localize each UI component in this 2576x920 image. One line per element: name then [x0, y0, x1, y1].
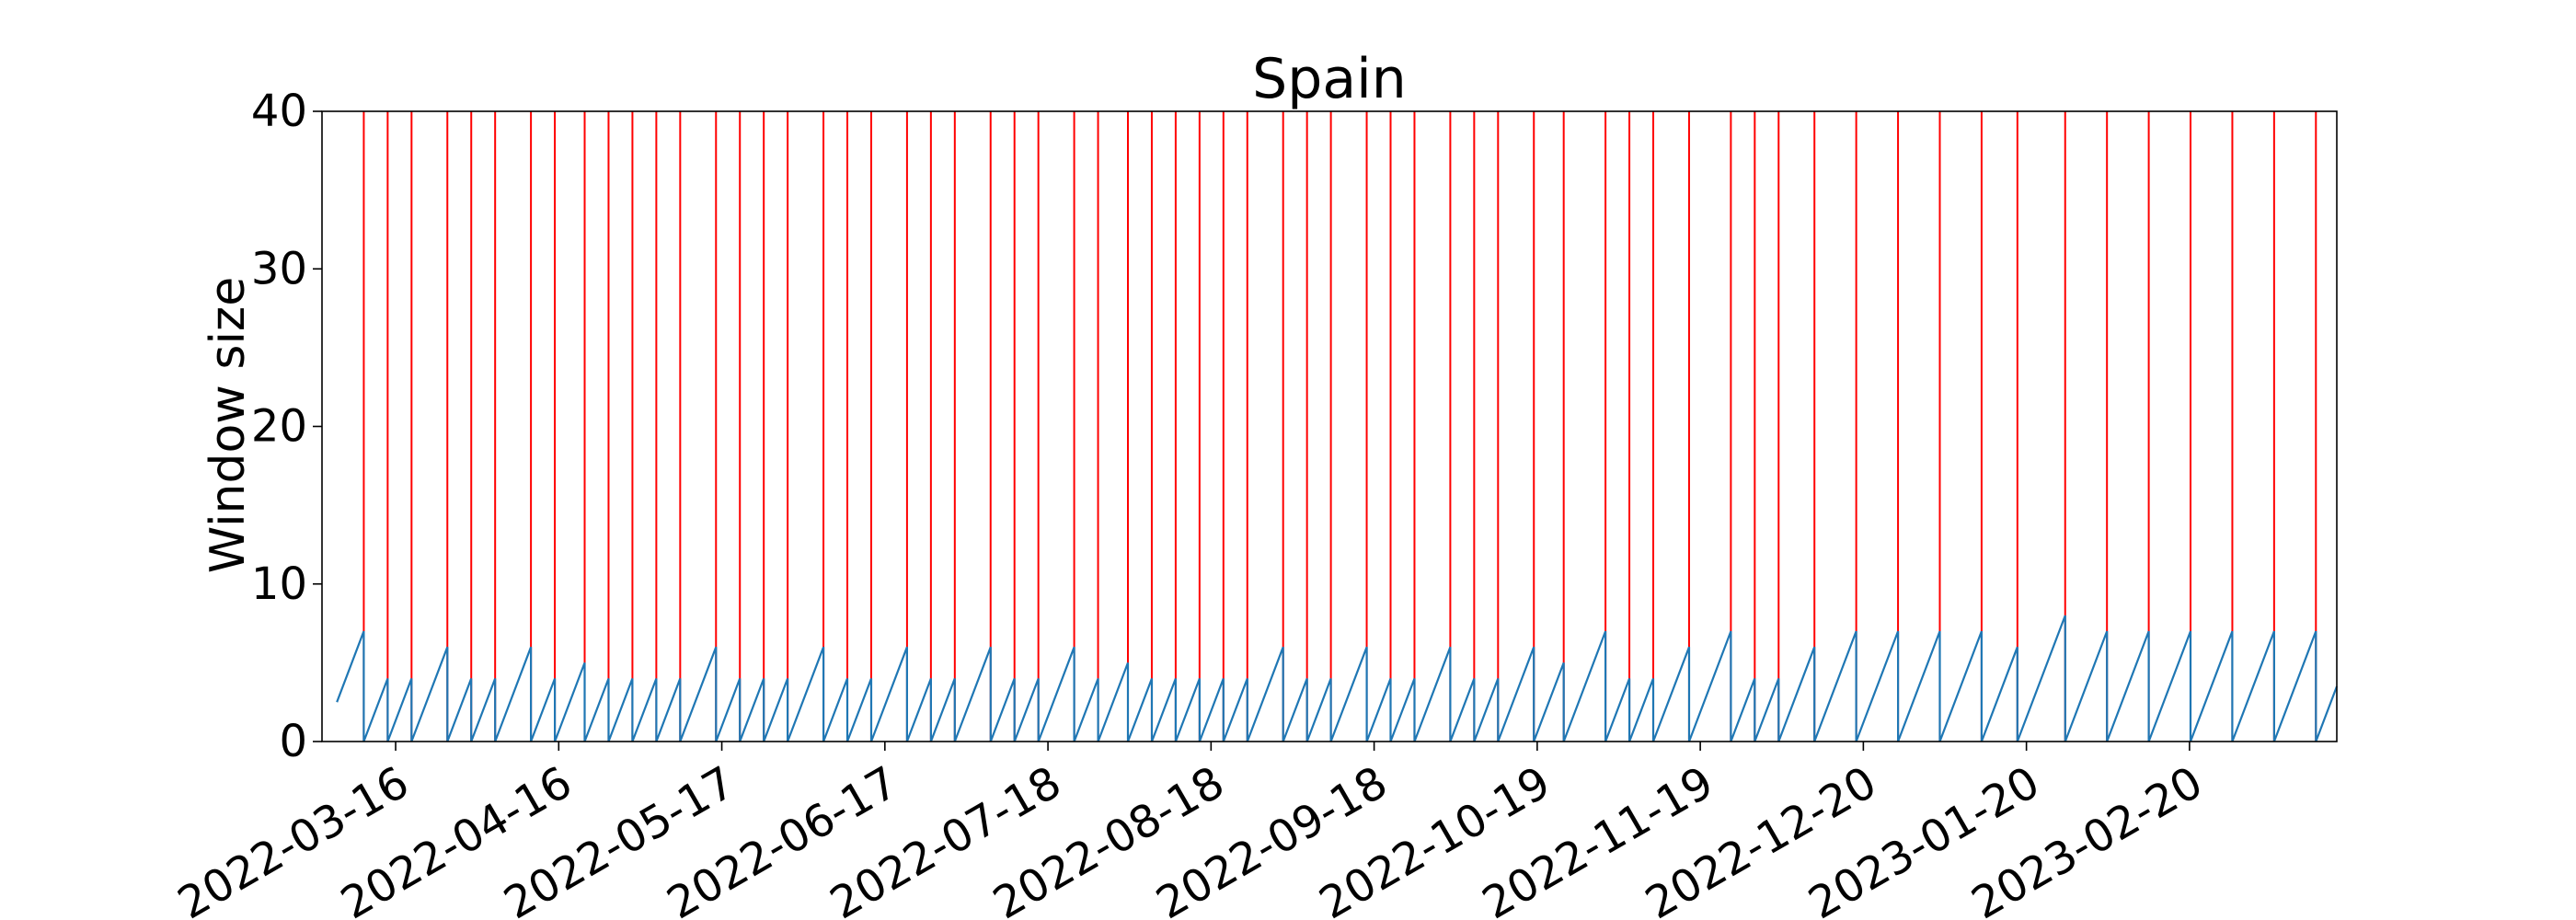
y-tick-label: 40 — [251, 86, 307, 137]
y-tick-label: 0 — [279, 716, 307, 767]
chart-title: Spain — [1252, 47, 1407, 111]
y-tick-label: 20 — [251, 401, 307, 453]
window-size-series — [336, 615, 2339, 742]
y-tick-label: 30 — [251, 243, 307, 294]
plot-area: 0102030402022-03-162022-04-162022-05-172… — [169, 86, 2339, 920]
y-tick-label: 10 — [251, 558, 307, 610]
plot-frame — [321, 110, 2338, 742]
y-axis-label: Window size — [201, 277, 256, 573]
